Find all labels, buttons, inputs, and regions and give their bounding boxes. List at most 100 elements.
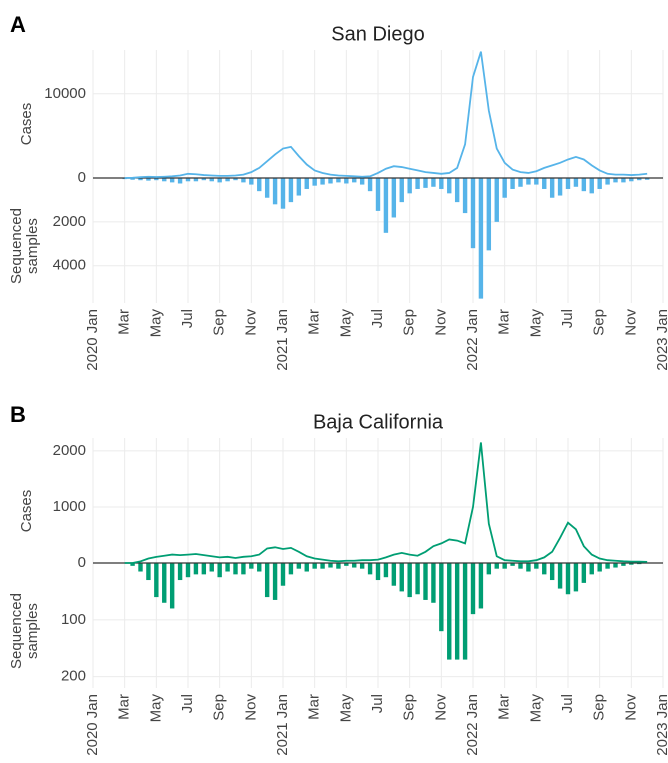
bar [462,563,468,660]
bar [391,178,397,218]
bar [146,563,151,581]
bar [629,178,634,182]
bar [257,178,262,192]
bar [249,563,254,569]
bar [264,178,270,198]
bar [162,178,167,182]
bar [621,563,626,566]
bar [510,563,515,566]
bar [549,178,555,198]
bar [344,563,349,566]
bar [154,563,159,598]
bar [399,563,404,592]
bar [146,178,151,181]
y-axis-label: Cases [18,489,35,532]
x-tick-label: May [527,694,544,723]
bar [328,178,333,184]
x-tick-label: Nov [622,694,639,721]
x-tick-label: Nov [622,309,639,336]
bar [454,563,460,660]
bar [613,178,618,183]
bar [415,178,420,189]
bar [320,178,325,185]
bar [502,563,507,569]
bar [470,563,476,615]
bar [526,563,531,572]
bar [288,178,294,203]
bar [201,178,207,181]
bar [565,178,571,189]
line [124,51,648,179]
x-tick-label: May [147,309,164,338]
bar [138,178,143,181]
bar [605,563,610,569]
x-tick-label: Sep [591,694,608,721]
bar [494,178,499,222]
bar [399,178,404,203]
x-tick-label: Jul [559,309,576,328]
bar [185,563,191,578]
x-tick-label: Nov [242,309,259,336]
bar [470,178,476,249]
bar [359,178,365,185]
x-tick-label: 2020 Jan [84,694,101,756]
bar [233,178,238,181]
x-tick-label: Mar [306,694,323,720]
bar [217,178,222,183]
bar [573,563,579,592]
y2-tick-label: 200 [61,668,86,685]
bar [217,563,222,578]
bar [375,563,381,581]
bar [439,178,444,189]
x-tick-label: Sep [591,309,608,336]
bar [367,563,373,575]
bar [312,563,317,569]
bar [336,178,341,183]
x-tick-label: Mar [116,694,133,720]
bar [280,563,286,586]
bar [597,178,602,189]
bar [241,563,246,575]
bar [233,563,238,575]
bar [296,563,302,569]
x-tick-label: May [147,694,164,723]
bar [138,563,143,572]
bar [257,563,262,572]
x-tick-label: May [527,309,544,338]
bar [304,178,309,189]
y2-tick-label: 2000 [53,213,86,230]
bar [391,563,397,586]
x-tick-label: 2021 Jan [274,694,291,756]
x-tick-label: 2023 Jan [654,309,668,371]
bar [431,178,436,187]
x-tick-label: Jul [369,694,386,713]
x-tick-label: May [337,694,354,723]
bar [185,178,191,182]
bar [573,178,579,187]
bar [336,563,341,569]
bar [589,178,594,194]
x-tick-label: 2020 Jan [84,309,101,371]
bar [486,563,492,575]
x-tick-label: 2022 Jan [464,309,481,371]
bar [494,563,499,569]
x-tick-label: Jul [179,309,196,328]
bar [439,563,444,632]
bar [510,178,515,189]
bar [534,178,539,185]
bar [644,178,650,180]
bar [328,563,333,568]
bar [352,178,357,183]
bar [193,563,199,575]
bar [264,563,270,598]
bar [613,563,618,568]
x-tick-label: 2023 Jan [654,694,668,756]
bar [629,563,634,565]
bar [177,563,183,581]
x-tick-label: Sep [211,309,228,336]
y-tick-label: 2000 [53,442,86,459]
bar [526,178,531,185]
bar [534,563,539,569]
y2-tick-label: 4000 [53,257,86,274]
bar [193,178,199,182]
